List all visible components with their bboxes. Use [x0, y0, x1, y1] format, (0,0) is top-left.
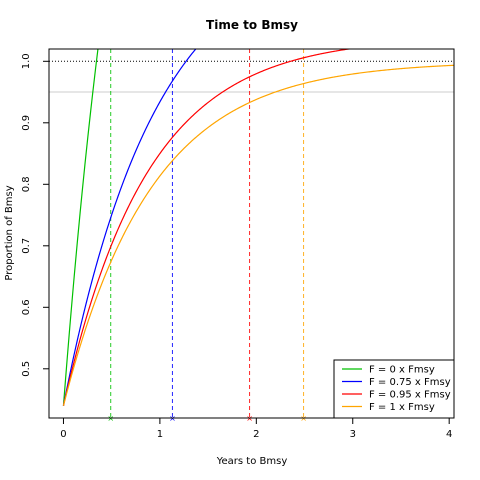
series-line-f-0-95-x-fmsy — [62, 49, 353, 406]
legend-label-f-0-95-x-fmsy: F = 0.95 x Fmsy — [369, 390, 451, 401]
y-tick-label-4: 0.9 — [21, 115, 32, 131]
series-line-f-0-x-fmsy — [62, 49, 99, 406]
y-tick-label-1: 0.6 — [21, 299, 32, 315]
series-line-f-0-75-x-fmsy — [62, 49, 197, 406]
y-tick-label-5: 1.0 — [21, 53, 32, 69]
y-axis: 0.5 0.6 0.7 0.8 0.9 1.0 — [21, 53, 49, 377]
x-axis-label: Years to Bmsy — [216, 456, 288, 467]
y-axis-label: Proportion of Bmsy — [4, 185, 15, 280]
legend-label-f-1-x-fmsy: F = 1 x Fmsy — [369, 402, 435, 413]
legend-label-f-0-75-x-fmsy: F = 0.75 x Fmsy — [369, 377, 451, 388]
x-tick-label-3: 3 — [350, 429, 356, 440]
time-to-target-lines — [110, 49, 305, 418]
y-tick-label-0: 0.5 — [21, 361, 32, 377]
x-tick-label-0: 0 — [60, 429, 66, 440]
plot-frame — [48, 48, 455, 419]
reference-lines — [49, 60, 454, 93]
x-axis: 0 1 2 3 4 — [60, 418, 452, 440]
x-tick-label-1: 1 — [157, 429, 163, 440]
series-line-f-1-x-fmsy — [62, 64, 454, 406]
legend-box — [333, 359, 455, 419]
chart-title: Time to Bmsy — [206, 18, 298, 32]
y-tick-label-2: 0.7 — [21, 238, 32, 254]
legend-label-f-0-x-fmsy: F = 0 x Fmsy — [369, 365, 435, 376]
x-tick-label-2: 2 — [253, 429, 259, 440]
x-tick-label-4: 4 — [446, 429, 452, 440]
y-tick-label-3: 0.8 — [21, 176, 32, 192]
series-curves — [62, 49, 454, 406]
